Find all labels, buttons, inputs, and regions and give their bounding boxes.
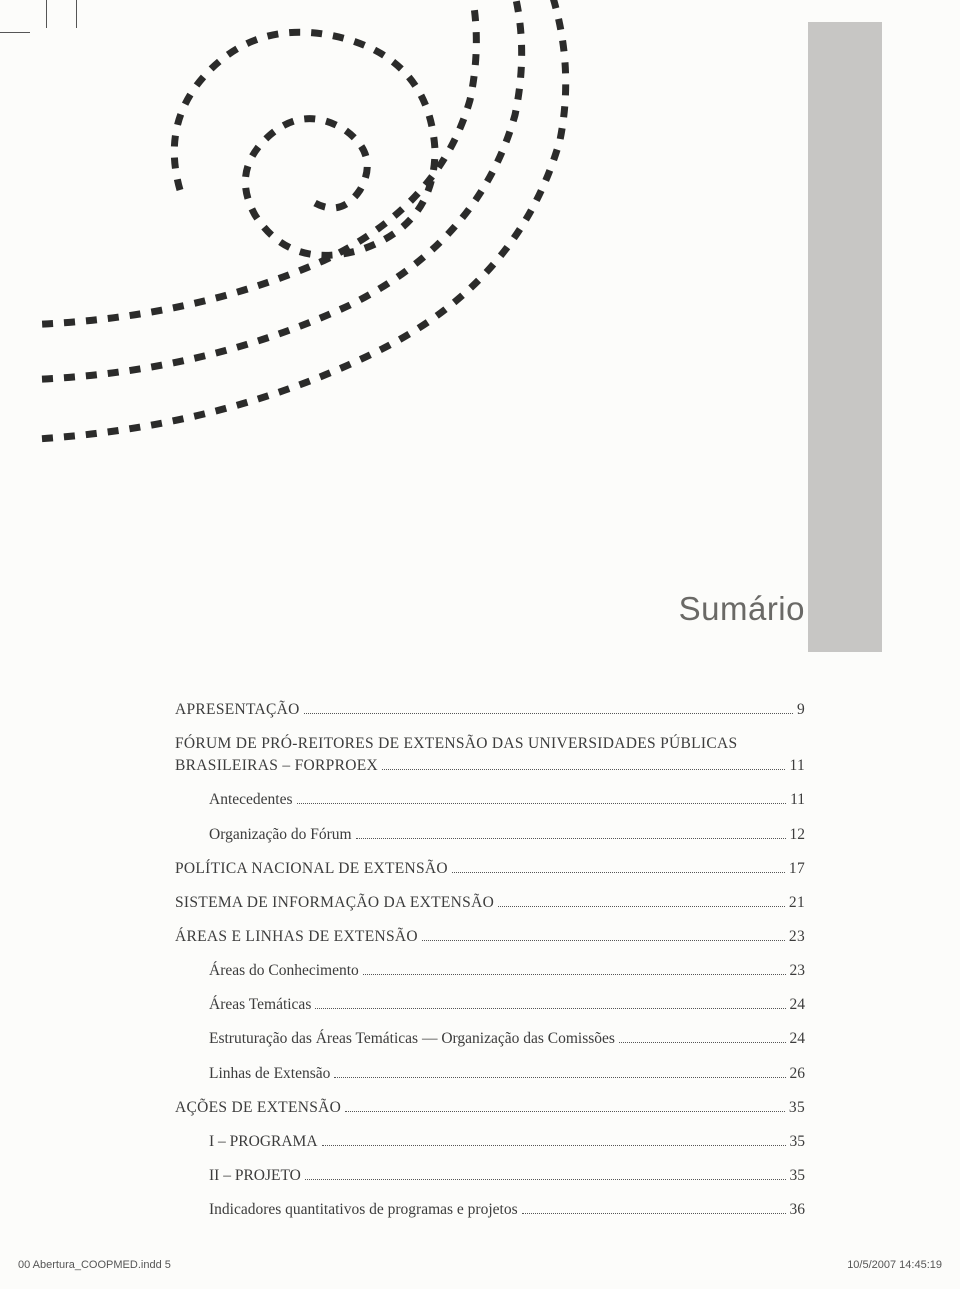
toc-page-number: 23 [789,927,805,947]
toc-label: Estruturação das Áreas Temáticas — Organ… [209,1029,615,1049]
toc-page-number: 35 [790,1132,806,1152]
toc-leader-dots [619,1042,786,1043]
toc-leader-dots [334,1077,785,1078]
toc-entry: POLÍTICA NACIONAL DE EXTENSÃO 17 [175,859,805,879]
toc-entry: Indicadores quantitativos de programas e… [175,1200,805,1220]
title-wrap: Sumário [0,590,805,628]
toc-page-number: 23 [790,961,806,981]
toc-leader-dots [304,713,793,714]
toc-label: Linhas de Extensão [209,1064,330,1084]
toc-label: Áreas do Conhecimento [209,961,359,981]
footer: 00 Abertura_COOPMED.indd 5 10/5/2007 14:… [18,1259,942,1271]
toc-leader-dots [305,1179,786,1180]
toc-page-number: 36 [790,1200,806,1220]
toc-label: Organização do Fórum [209,825,352,845]
toc-page-number: 12 [790,825,806,845]
toc-label: POLÍTICA NACIONAL DE EXTENSÃO [175,859,448,879]
toc-entry: BRASILEIRAS – FORPROEX 11 [175,756,805,776]
toc-leader-dots [422,940,785,941]
toc-page-number: 26 [790,1064,806,1084]
toc-label: I – PROGRAMA [209,1132,318,1152]
toc-page-number: 24 [790,1029,806,1049]
toc-label: SISTEMA DE INFORMAÇÃO DA EXTENSÃO [175,893,494,913]
toc-page-number: 17 [789,859,805,879]
footer-left: 00 Abertura_COOPMED.indd 5 [18,1259,171,1271]
toc-page-number: 35 [789,1098,805,1118]
toc-label: II – PROJETO [209,1166,301,1186]
toc-leader-dots [452,872,785,873]
toc-entry: I – PROGRAMA 35 [175,1132,805,1152]
toc-entry: Áreas do Conhecimento 23 [175,961,805,981]
toc-label: Áreas Temáticas [209,995,311,1015]
toc-label: BRASILEIRAS – FORPROEX [175,756,378,776]
toc-entry: SISTEMA DE INFORMAÇÃO DA EXTENSÃO 21 [175,893,805,913]
toc-page-number: 11 [790,790,805,810]
page: Sumário APRESENTAÇÃO 9 FÓRUM DE PRÓ-REITOR… [0,0,960,1289]
toc-entry: Áreas Temáticas 24 [175,995,805,1015]
toc-label: AÇÕES DE EXTENSÃO [175,1098,341,1118]
toc-leader-dots [315,1008,785,1009]
toc-entry: Organização do Fórum 12 [175,825,805,845]
toc-label: FÓRUM DE PRÓ-REITORES DE EXTENSÃO DAS UN… [175,734,737,754]
swirl-decoration [40,0,660,480]
toc-leader-dots [345,1111,785,1112]
gray-sidebar-block [808,22,882,652]
toc-leader-dots [522,1213,786,1214]
toc-page-number: 11 [789,756,805,776]
footer-right: 10/5/2007 14:45:19 [847,1259,942,1271]
toc-entry: II – PROJETO 35 [175,1166,805,1186]
toc-label: Antecedentes [209,790,293,810]
toc-page-number: 21 [789,893,805,913]
table-of-contents: APRESENTAÇÃO 9 FÓRUM DE PRÓ-REITORES DE EX… [175,700,805,1234]
toc-page-number: 35 [790,1166,806,1186]
toc-leader-dots [297,803,787,804]
toc-leader-dots [382,769,786,770]
toc-leader-dots [356,838,786,839]
page-title: Sumário [679,590,805,627]
toc-page-number: 24 [790,995,806,1015]
toc-leader-dots [363,974,786,975]
toc-label: ÁREAS E LINHAS DE EXTENSÃO [175,927,418,947]
toc-entry: AÇÕES DE EXTENSÃO 35 [175,1098,805,1118]
toc-entry: Estruturação das Áreas Temáticas — Organ… [175,1029,805,1049]
toc-entry: Antecedentes 11 [175,790,805,810]
toc-leader-dots [498,906,785,907]
toc-entry: APRESENTAÇÃO 9 [175,700,805,720]
toc-page-number: 9 [797,700,805,720]
toc-label: APRESENTAÇÃO [175,700,300,720]
toc-entry: Linhas de Extensão 26 [175,1064,805,1084]
toc-entry: ÁREAS E LINHAS DE EXTENSÃO 23 [175,927,805,947]
toc-label: Indicadores quantitativos de programas e… [209,1200,518,1220]
toc-leader-dots [322,1145,786,1146]
